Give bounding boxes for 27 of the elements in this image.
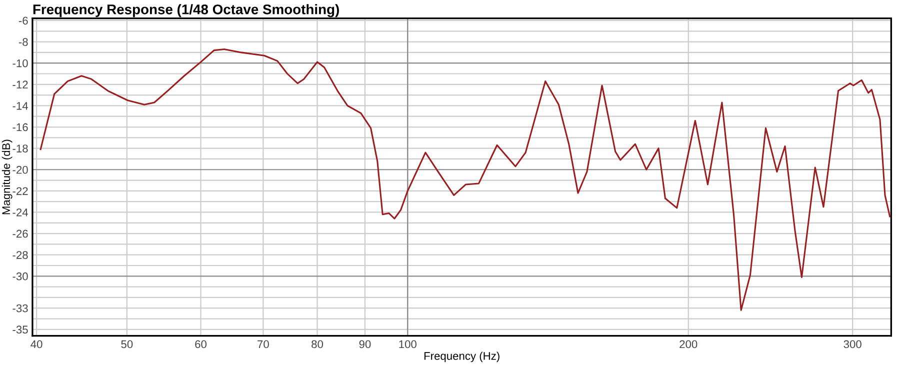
y-tick-label: -6 <box>18 16 28 25</box>
y-tick-label: -35 <box>12 326 28 334</box>
x-axis-title: Frequency (Hz) <box>424 352 500 362</box>
y-tick-label: -10 <box>12 59 28 68</box>
x-tick-label: 300 <box>844 340 862 348</box>
x-tick-label: 90 <box>359 340 371 348</box>
x-tick-label: 40 <box>30 340 42 348</box>
x-tick-label: 100 <box>399 340 416 348</box>
y-tick-label: -18 <box>12 144 28 152</box>
y-tick-label: -30 <box>12 272 28 280</box>
y-tick-label: -12 <box>12 80 28 88</box>
y-tick-label: -22 <box>12 187 28 195</box>
x-tick-label: 60 <box>195 340 206 348</box>
x-tick-label: 200 <box>680 340 698 348</box>
x-tick-label: 70 <box>258 340 269 348</box>
x-tick-label: 80 <box>312 340 324 348</box>
y-tick-label: -24 <box>12 208 28 216</box>
y-tick-label: -28 <box>12 251 28 259</box>
y-tick-label: -26 <box>12 230 28 238</box>
y-tick-label: -8 <box>18 38 28 46</box>
y-tick-label: -33 <box>12 304 28 312</box>
x-tick-label: 50 <box>121 340 133 348</box>
y-tick-label: -14 <box>12 102 28 110</box>
y-tick-label: -16 <box>12 123 28 132</box>
chart-title: Frequency Response (1/48 Octave Smoothing) <box>33 4 339 18</box>
y-axis-title: Magnitude (dB) <box>2 140 12 214</box>
y-tick-label: -20 <box>12 166 28 174</box>
